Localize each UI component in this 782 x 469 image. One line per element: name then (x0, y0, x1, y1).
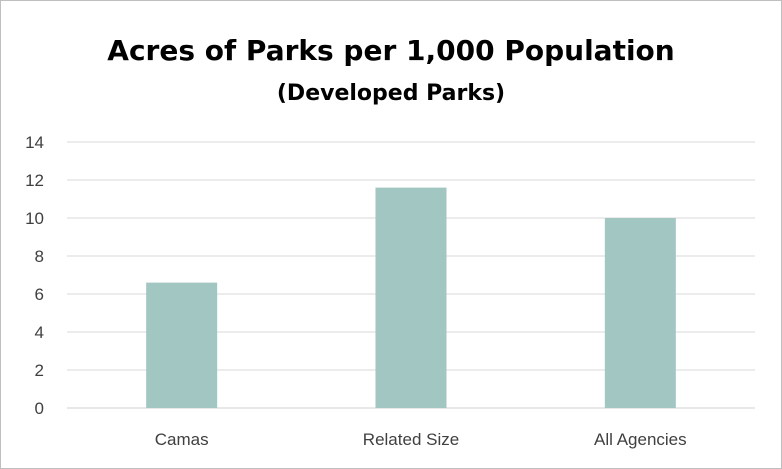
y-tick-label: 14 (25, 133, 44, 152)
y-tick-label: 6 (35, 285, 44, 304)
chart-title: Acres of Parks per 1,000 Population (107, 34, 674, 67)
y-tick-label: 2 (35, 361, 44, 380)
x-category-label: Related Size (363, 430, 459, 449)
chart-subtitle: (Developed Parks) (277, 81, 505, 106)
y-tick-label: 8 (35, 247, 44, 266)
bar-camas (146, 282, 218, 408)
bars (146, 187, 676, 408)
x-category-label: Camas (155, 430, 209, 449)
x-category-label: All Agencies (594, 430, 687, 449)
x-axis-labels: Camas Related Size All Agencies (155, 430, 687, 449)
y-tick-label: 0 (35, 399, 44, 418)
y-tick-label: 12 (25, 171, 44, 190)
y-axis-ticks: 0 2 4 6 8 10 12 14 (25, 133, 44, 418)
y-tick-label: 4 (35, 323, 44, 342)
bar-all-agencies (604, 218, 676, 408)
bar-related-size (375, 187, 447, 408)
y-tick-label: 10 (25, 209, 44, 228)
